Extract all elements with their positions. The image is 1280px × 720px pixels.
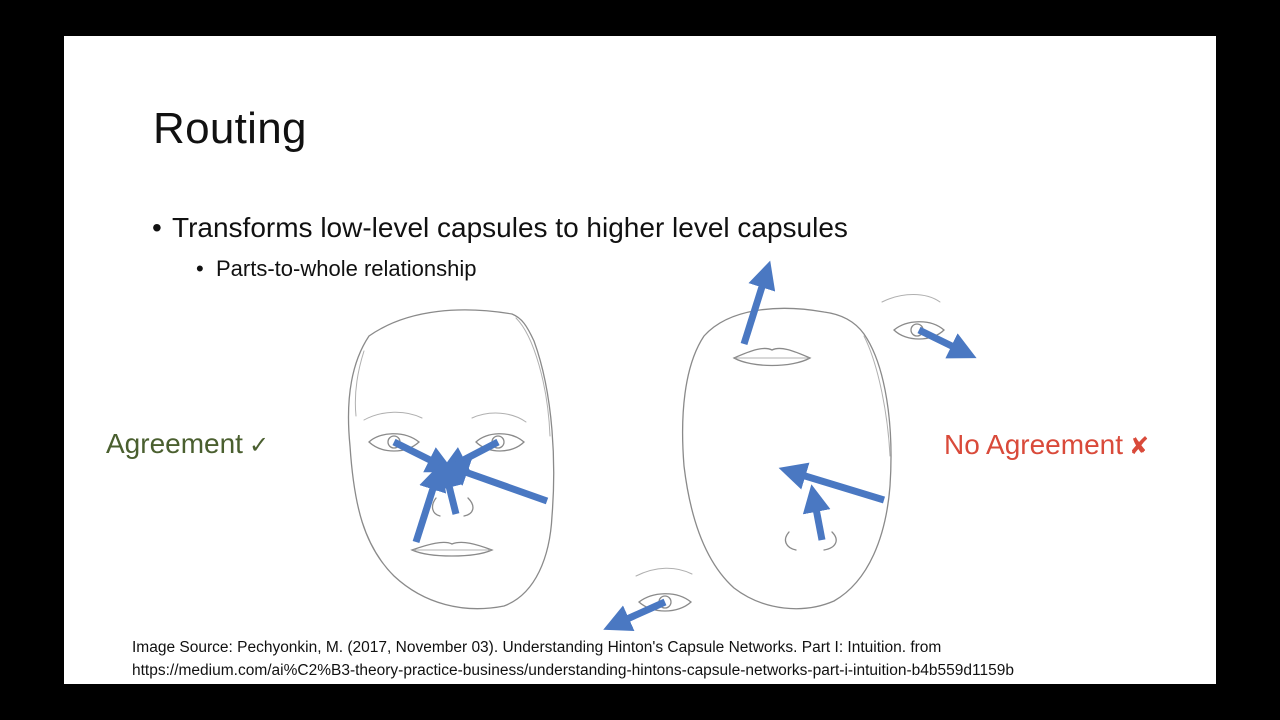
detached-eye-top-sketch-icon bbox=[881, 294, 945, 340]
arrow-icon bbox=[439, 438, 500, 473]
bullet-text: Parts-to-whole relationship bbox=[216, 256, 477, 281]
right-mouth-sketch-icon bbox=[732, 347, 812, 367]
arrow-icon bbox=[802, 484, 831, 541]
bullet-dot: • bbox=[152, 212, 162, 243]
arrow-icon bbox=[440, 459, 549, 505]
bullet-level-2: • Parts-to-whole relationship bbox=[196, 256, 476, 282]
checkmark-icon: ✓ bbox=[248, 432, 270, 459]
bullet-text: Transforms low-level capsules to higher … bbox=[172, 212, 848, 243]
agreement-label: Agreement ✓ bbox=[106, 428, 269, 460]
image-source-citation: Image Source: Pechyonkin, M. (2017, Nove… bbox=[132, 636, 1014, 682]
routing-diagram bbox=[347, 260, 977, 632]
right-face-sketch-icon bbox=[681, 307, 892, 610]
arrow-icon bbox=[603, 598, 667, 632]
arrow-icon bbox=[778, 462, 886, 504]
cross-icon: ✘ bbox=[1129, 433, 1150, 460]
arrow-icon bbox=[412, 462, 447, 544]
citation-line-1: Image Source: Pechyonkin, M. (2017, Nove… bbox=[132, 639, 942, 656]
right-nose-sketch-icon bbox=[784, 531, 837, 551]
left-mouth-sketch-icon bbox=[410, 541, 494, 557]
arrow-icon bbox=[917, 326, 977, 359]
capsule-arrows bbox=[392, 260, 977, 632]
citation-line-2: https://medium.com/ai%C2%B3-theory-pract… bbox=[132, 662, 1014, 679]
arrow-icon bbox=[392, 438, 455, 473]
left-nose-sketch-icon bbox=[431, 497, 474, 517]
arrow-icon bbox=[435, 460, 463, 515]
no-agreement-label: No Agreement ✘ bbox=[944, 429, 1149, 461]
no-agreement-text: No Agreement bbox=[944, 429, 1123, 460]
bullet-dot: • bbox=[196, 256, 204, 281]
slide: Routing • Transforms low-level capsules t… bbox=[64, 36, 1216, 684]
left-face-sketch-icon bbox=[347, 309, 555, 610]
bullet-level-1: • Transforms low-level capsules to higher… bbox=[152, 212, 848, 244]
slide-title: Routing bbox=[153, 104, 307, 153]
arrow-icon bbox=[740, 260, 776, 346]
agreement-text: Agreement bbox=[106, 428, 243, 459]
